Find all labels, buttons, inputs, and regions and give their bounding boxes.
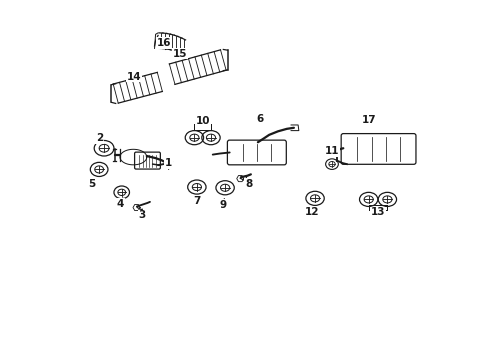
Text: 1: 1 [164, 158, 172, 168]
Text: 12: 12 [305, 207, 319, 217]
Text: 14: 14 [127, 72, 142, 82]
Text: 6: 6 [256, 114, 264, 124]
Text: 9: 9 [219, 200, 226, 210]
Text: 16: 16 [157, 38, 171, 48]
FancyBboxPatch shape [134, 152, 160, 169]
FancyBboxPatch shape [227, 140, 285, 165]
Text: 3: 3 [138, 210, 145, 220]
Text: 5: 5 [88, 179, 96, 189]
Text: 4: 4 [117, 199, 124, 209]
Text: 17: 17 [361, 115, 375, 125]
Text: 10: 10 [195, 116, 210, 126]
Text: 2: 2 [96, 133, 103, 143]
Text: 11: 11 [324, 146, 339, 156]
Text: 15: 15 [173, 49, 187, 59]
Text: 7: 7 [193, 196, 200, 206]
FancyBboxPatch shape [341, 134, 415, 164]
Text: 8: 8 [244, 179, 252, 189]
Text: 13: 13 [370, 207, 385, 217]
